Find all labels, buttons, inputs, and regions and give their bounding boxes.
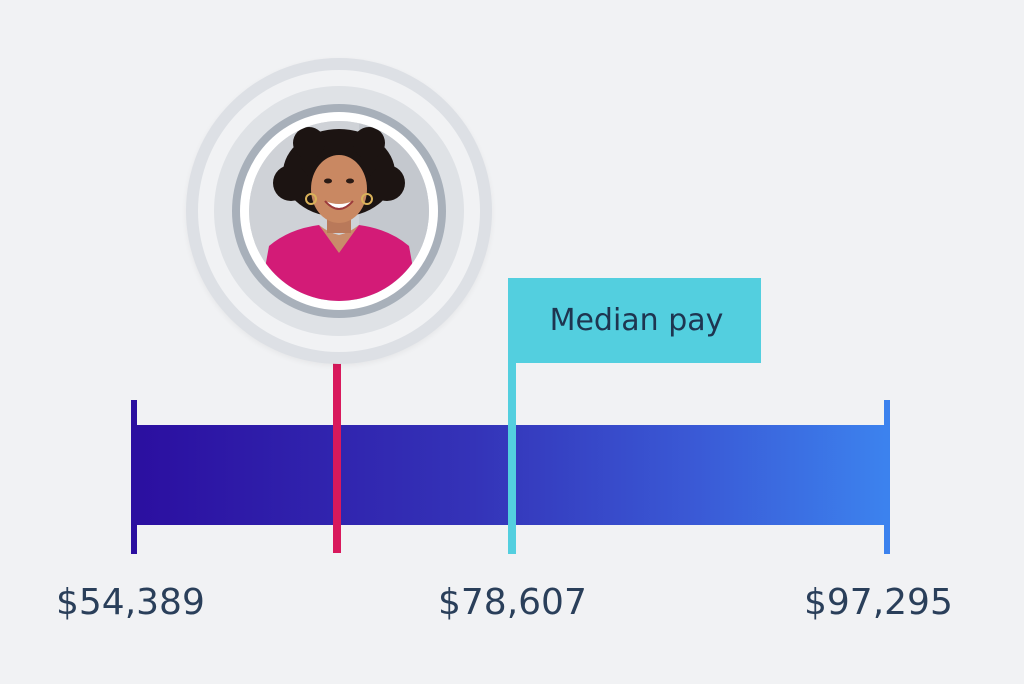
min-pay-value: $54,389: [56, 582, 205, 623]
median-pay-flag: Median pay: [508, 278, 761, 363]
person-pay-marker: [333, 363, 341, 553]
avatar: [186, 58, 492, 364]
median-pay-label: Median pay: [549, 303, 724, 338]
median-pay-value: $78,607: [438, 582, 587, 623]
range-min-tick: [131, 400, 137, 554]
max-pay-value: $97,295: [804, 582, 953, 623]
range-max-tick: [884, 400, 890, 554]
person-photo-icon: [249, 121, 429, 301]
median-pay-marker: [508, 278, 516, 554]
